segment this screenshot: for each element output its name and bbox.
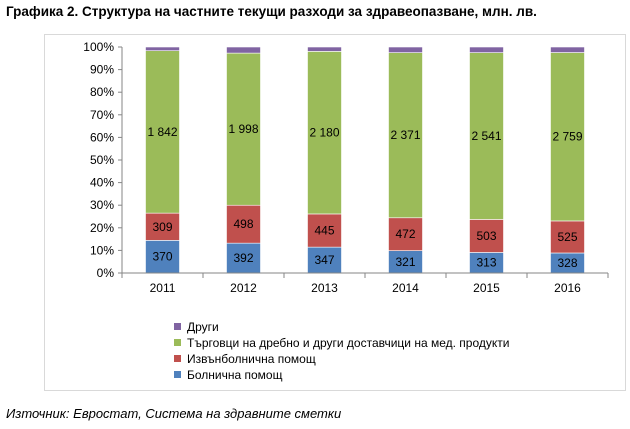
bar-segment — [226, 46, 261, 54]
y-tick-label: 50% — [90, 153, 114, 167]
data-label: 321 — [395, 255, 415, 269]
legend-swatch — [174, 339, 181, 346]
data-label: 328 — [557, 256, 577, 270]
data-label: 370 — [152, 250, 172, 264]
bar-segment — [307, 46, 342, 52]
data-label: 313 — [476, 256, 496, 270]
bar-segment — [307, 213, 342, 248]
data-label: 525 — [557, 230, 577, 244]
x-tick-label: 2014 — [392, 281, 419, 295]
data-label: 309 — [152, 220, 172, 234]
y-tick-label: 0% — [97, 266, 115, 280]
legend-label: Други — [187, 320, 219, 334]
bar-segment — [226, 204, 261, 244]
data-label: 2 371 — [390, 128, 420, 142]
data-label: 1 998 — [228, 122, 258, 136]
chart-title: Графика 2. Структура на частните текущи … — [6, 4, 537, 19]
bar-segment — [226, 52, 261, 206]
y-tick-label: 70% — [90, 108, 114, 122]
bar-segment — [550, 46, 585, 53]
bar-segment — [469, 46, 504, 53]
x-tick-label: 2012 — [230, 281, 257, 295]
y-tick-label: 60% — [90, 130, 114, 144]
data-label: 2 180 — [309, 126, 339, 140]
legend-swatch — [174, 371, 181, 378]
bar-segment — [226, 242, 261, 274]
bar-segment — [145, 50, 180, 214]
legend-swatch — [174, 355, 181, 362]
legend-label: Болнична помощ — [187, 368, 283, 382]
bar-segment — [550, 52, 585, 222]
y-tick-label: 20% — [90, 221, 114, 235]
y-tick-label: 90% — [90, 63, 114, 77]
y-tick-label: 40% — [90, 176, 114, 190]
x-tick-label: 2013 — [311, 281, 338, 295]
bar-segment — [307, 51, 342, 215]
y-tick-label: 100% — [83, 40, 114, 54]
bar-segment — [388, 46, 423, 53]
chart-frame — [44, 34, 626, 391]
source-note: Източник: Евростат, Система на здравните… — [6, 406, 342, 421]
legend-swatch — [174, 323, 181, 330]
data-label: 503 — [476, 229, 496, 243]
bar-segment — [388, 217, 423, 251]
data-label: 445 — [314, 224, 334, 238]
bar-segment — [145, 240, 180, 274]
legend-label: Извънболнична помощ — [187, 352, 316, 366]
y-tick-label: 80% — [90, 85, 114, 99]
data-label: 2 541 — [471, 129, 501, 143]
bar-segment — [145, 46, 180, 52]
x-tick-label: 2016 — [554, 281, 581, 295]
x-tick-label: 2015 — [473, 281, 500, 295]
bar-segment — [388, 52, 423, 219]
data-label: 347 — [314, 253, 334, 267]
x-tick-label: 2011 — [150, 281, 176, 295]
data-label: 498 — [233, 217, 253, 231]
y-tick-label: 30% — [90, 198, 114, 212]
data-label: 472 — [395, 227, 415, 241]
y-tick-label: 10% — [90, 243, 114, 257]
legend-label: Търговци на дребно и други доставчици на… — [187, 336, 509, 350]
data-label: 392 — [233, 251, 253, 265]
data-label: 2 759 — [552, 130, 582, 144]
data-label: 1 842 — [147, 125, 177, 139]
bar-segment — [145, 212, 180, 241]
